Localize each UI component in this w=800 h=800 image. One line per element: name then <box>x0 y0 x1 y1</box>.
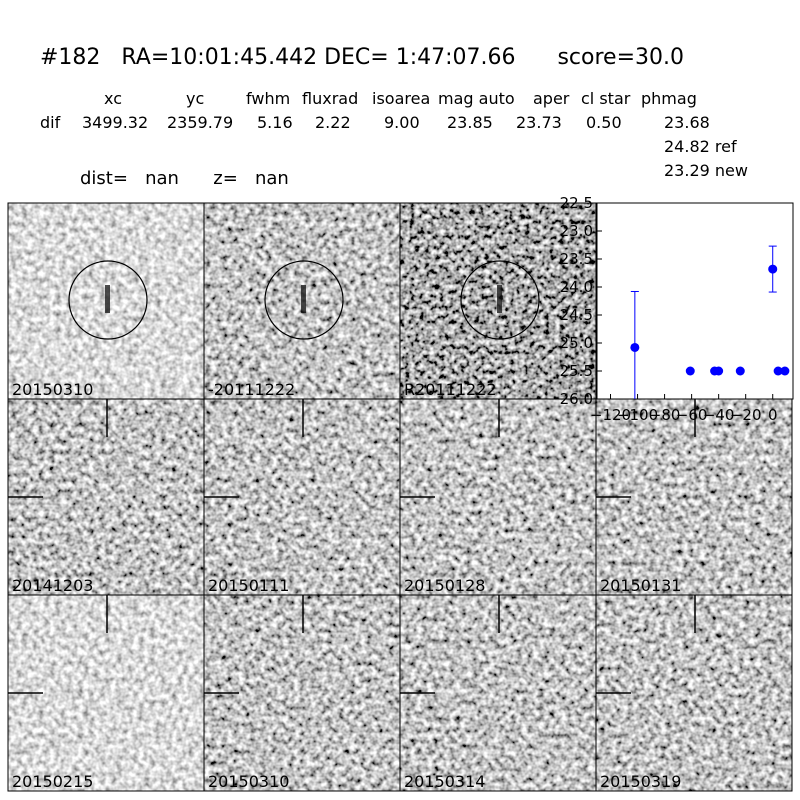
column-header: mag auto <box>438 89 515 108</box>
y-tick-label: 26.0 <box>560 390 593 408</box>
column-header: phmag <box>641 89 697 108</box>
data-point <box>768 264 778 274</box>
y-tick-label: 22.5 <box>560 194 593 212</box>
column-header: fwhm <box>246 89 290 108</box>
panel-label: 20141203 <box>12 576 93 595</box>
data-point <box>773 366 783 376</box>
x-tick-label: −40 <box>703 406 735 424</box>
data-point <box>685 366 695 376</box>
dist-line: dist= nan z= nan <box>80 168 289 189</box>
panel-label: 20150314 <box>404 772 485 791</box>
column-header: aper <box>533 89 570 108</box>
source-streak <box>105 285 110 313</box>
y-tick-label: 23.0 <box>560 222 593 240</box>
x-tick-label: −80 <box>649 406 681 424</box>
column-header: yc <box>186 89 204 108</box>
row-cell: 3499.32 <box>82 113 148 132</box>
column-header: cl star <box>581 89 631 108</box>
panel-label: R20111222 <box>404 380 497 399</box>
title: #182 RA=10:01:45.442 DEC= 1:47:07.66 sco… <box>40 45 684 70</box>
ref-mag: 24.82 ref <box>664 137 737 156</box>
row-cell: 9.00 <box>384 113 420 132</box>
row-cell: 0.50 <box>586 113 622 132</box>
y-tick-label: 25.0 <box>560 334 593 352</box>
y-tick-label: 25.5 <box>560 362 593 380</box>
column-header: isoarea <box>372 89 430 108</box>
data-point <box>735 366 745 376</box>
x-tick-label: 0 <box>768 406 778 424</box>
row-cell: 2.22 <box>315 113 351 132</box>
plot-data <box>630 245 790 399</box>
row-cell: 23.73 <box>516 113 562 132</box>
panel-label: 20150310 <box>208 772 289 791</box>
row-cell: dif <box>40 113 61 132</box>
y-tick-label: 24.5 <box>560 306 593 324</box>
column-header: fluxrad <box>302 89 358 108</box>
row-cell: 23.68 <box>664 113 710 132</box>
aperture-circle <box>264 260 344 340</box>
aperture-circle <box>460 260 540 340</box>
data-point <box>630 342 640 352</box>
panel-label: 20150319 <box>600 772 681 791</box>
data-point <box>780 366 790 376</box>
panel-label: 20150128 <box>404 576 485 595</box>
y-tick-label: 24.0 <box>560 278 593 296</box>
source-streak <box>497 285 502 313</box>
row-cell: 5.16 <box>257 113 293 132</box>
plot-area <box>596 202 794 400</box>
x-tick-label: −120 <box>590 406 631 424</box>
panel-label: 20150310 <box>12 380 93 399</box>
row-cell: 23.85 <box>447 113 493 132</box>
x-tick-label: −20 <box>730 406 762 424</box>
panel-label: 20150111 <box>208 576 289 595</box>
new-mag: 23.29 new <box>664 161 748 180</box>
data-point <box>714 366 724 376</box>
x-tick-label: −60 <box>676 406 708 424</box>
aperture-circle <box>68 260 148 340</box>
column-header: xc <box>104 89 122 108</box>
panel-label: -20111222 <box>208 380 295 399</box>
source-streak <box>301 285 306 313</box>
panel-label: 20150215 <box>12 772 93 791</box>
x-tick-label: −100 <box>617 406 658 424</box>
y-tick-label: 23.5 <box>560 250 593 268</box>
panel-label: 20150131 <box>600 576 681 595</box>
row-cell: 2359.79 <box>167 113 233 132</box>
